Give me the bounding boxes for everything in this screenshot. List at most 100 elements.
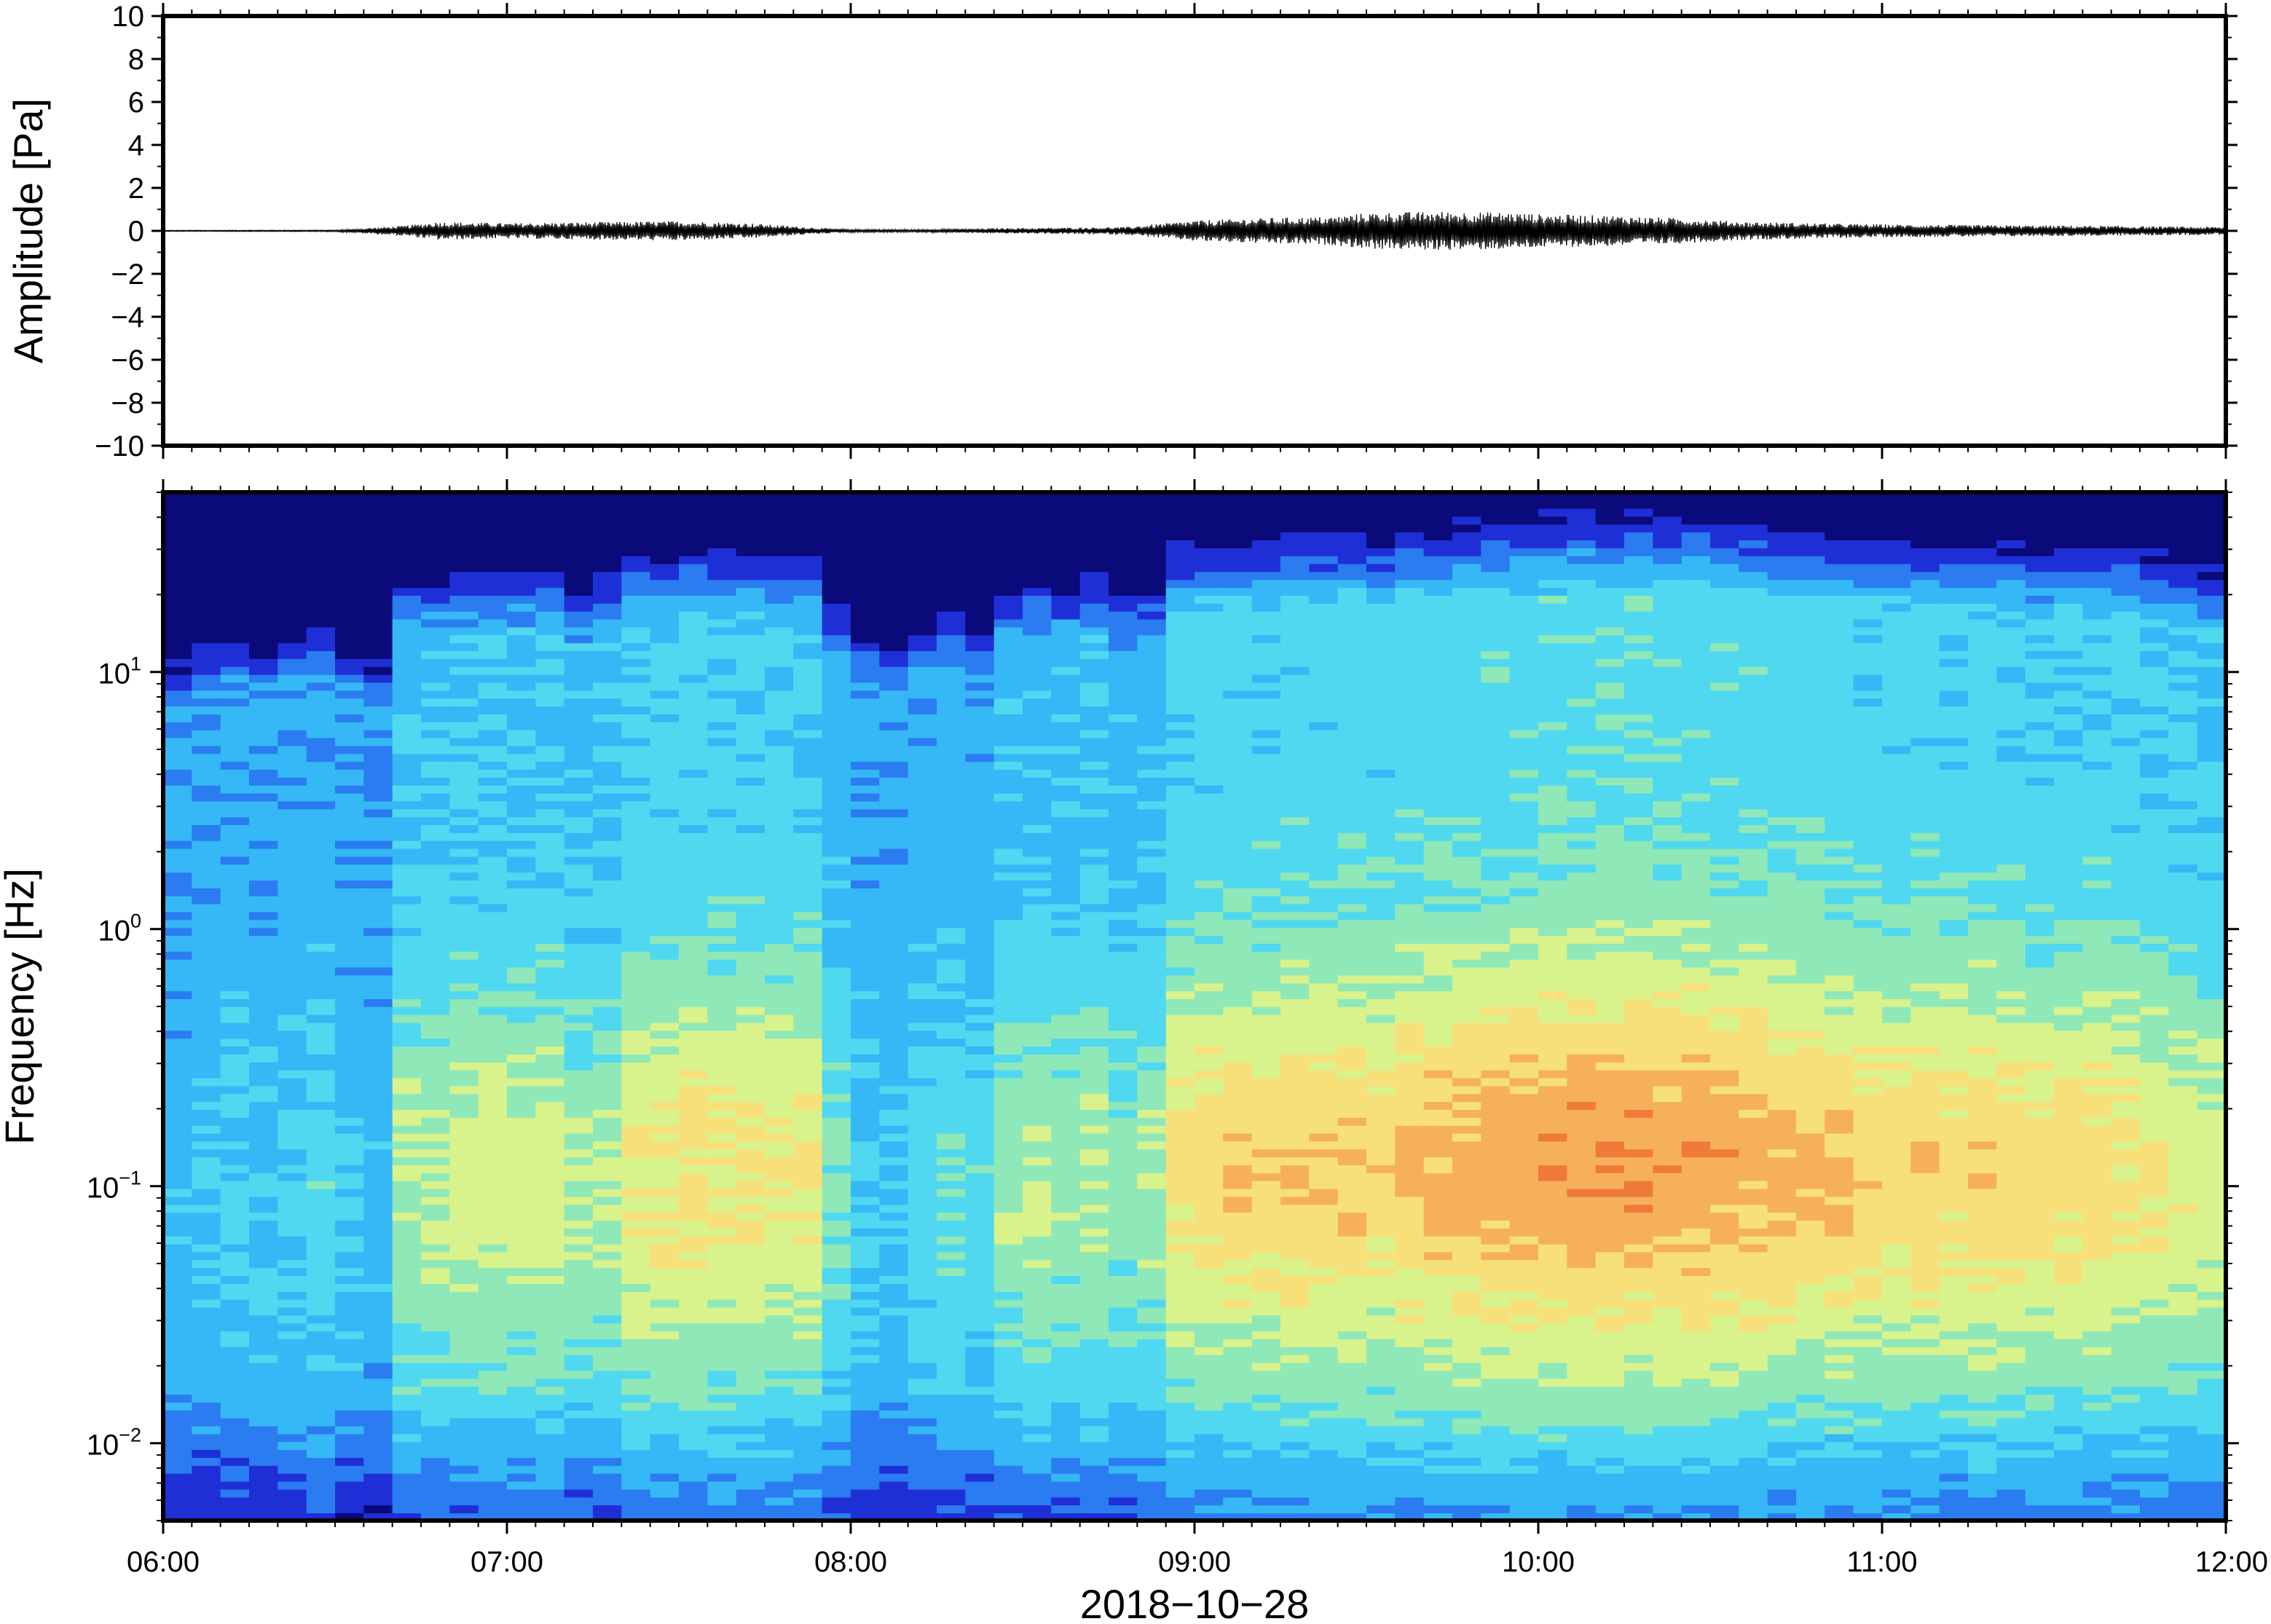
spectrogram-cell <box>278 524 307 533</box>
spectrogram-cell <box>192 966 221 976</box>
spectrogram-cell <box>392 706 422 714</box>
spectrogram-cell <box>306 1172 336 1181</box>
spectrogram-cell <box>363 1054 393 1063</box>
spectrogram-cell <box>507 1473 537 1482</box>
spectrogram-cell <box>1023 927 1052 937</box>
spectrogram-cell <box>478 951 508 960</box>
spectrogram-cell <box>937 1505 967 1513</box>
spectrogram-cell <box>478 753 508 762</box>
spectrogram-cell <box>363 1132 393 1142</box>
spectrogram-cell <box>1079 555 1109 564</box>
spectrogram-cell <box>621 1038 651 1047</box>
spectrogram-cell <box>249 1236 279 1245</box>
spectrogram-cell <box>1079 595 1109 604</box>
spectrogram-cell <box>1079 982 1109 992</box>
spectrogram-cell <box>421 903 451 912</box>
spectrogram-cell <box>965 1164 995 1173</box>
spectrogram-cell <box>736 753 765 762</box>
spectrogram-cell <box>1079 1489 1109 1498</box>
spectrogram-cell <box>507 579 537 588</box>
spectrogram-cell <box>192 1402 221 1411</box>
spectrogram-cell <box>908 737 937 746</box>
spectrogram-cell <box>707 610 737 620</box>
spectrogram-cell <box>993 1370 1023 1379</box>
spectrogram-cell <box>163 1228 193 1237</box>
spectrogram-cell <box>621 548 651 556</box>
spectrogram-cell <box>736 745 765 754</box>
spectrogram-cell <box>1137 1394 1167 1403</box>
spectrogram-cell <box>564 935 594 944</box>
spectrogram-cell <box>1023 1402 1052 1411</box>
spectrogram-cell <box>449 840 479 849</box>
spectrogram-cell <box>1165 571 1195 580</box>
spectrogram-cell <box>278 792 307 802</box>
spectrogram-cell <box>220 706 250 714</box>
spectrogram-cell <box>679 729 709 738</box>
spectrogram-cell <box>593 698 623 707</box>
spectrogram-cell <box>993 966 1023 976</box>
spectrogram-cell <box>765 880 795 888</box>
spectrogram-cell <box>593 840 623 849</box>
spectrogram-cell <box>220 540 250 548</box>
spectrogram-cell <box>1023 729 1052 738</box>
spectrogram-cell <box>1109 626 1138 636</box>
spectrogram-cell <box>679 1394 709 1403</box>
spectrogram-cell <box>363 856 393 865</box>
spectrogram-cell <box>1194 1347 1224 1355</box>
spectrogram-cell <box>621 650 651 659</box>
spectrogram-cell <box>278 1323 307 1332</box>
spectrogram-cell <box>593 824 623 833</box>
spectrogram-cell <box>507 1283 537 1292</box>
spectrogram-cell <box>306 864 336 873</box>
spectrogram-cell <box>879 1473 909 1482</box>
spectrogram-cell <box>535 808 565 818</box>
spectrogram-cell <box>822 1402 851 1411</box>
spectrogram-cell <box>736 784 765 794</box>
spectrogram-cell <box>535 524 565 533</box>
spectrogram-cell <box>249 1156 279 1166</box>
spectrogram-cell <box>621 571 651 580</box>
spectrogram-cell <box>650 500 680 509</box>
spectrogram-cell <box>879 784 909 794</box>
spectrogram-cell <box>306 690 336 699</box>
spectrogram-cell <box>593 1513 623 1521</box>
spectrogram-cell <box>793 777 823 786</box>
spectrogram-cell <box>535 1251 565 1261</box>
spectrogram-cell <box>220 516 250 525</box>
spectrogram-cell <box>1194 1077 1224 1087</box>
spectrogram-cell <box>650 974 680 984</box>
spectrogram-cell <box>249 792 279 802</box>
spectrogram-cell <box>1165 1457 1195 1466</box>
spectrogram-cell <box>937 650 967 659</box>
spectrogram-cell <box>1109 1030 1138 1039</box>
spectrogram-cell <box>965 1124 995 1134</box>
spectrogram-cell <box>707 927 737 937</box>
spectrogram-cell <box>220 642 250 652</box>
spectrogram-cell <box>593 1347 623 1355</box>
spectrogram-cell <box>278 1132 307 1142</box>
spectrogram-cell <box>937 1347 967 1355</box>
spectrogram-cell <box>507 500 537 509</box>
spectrogram-cell <box>593 1124 623 1134</box>
spectrogram-cell <box>650 951 680 960</box>
spectrogram-cell <box>1137 1283 1167 1292</box>
spectrogram-cell <box>163 492 193 501</box>
spectrogram-cell <box>1109 1331 1138 1339</box>
spectrogram-cell <box>278 864 307 873</box>
spectrogram-cell <box>1109 516 1138 525</box>
spectrogram-cell <box>507 840 537 849</box>
spectrogram-cell <box>192 1291 221 1300</box>
spectrogram-cell <box>478 1124 508 1134</box>
spectrogram-cell <box>793 1513 823 1521</box>
spectrogram-cell <box>249 800 279 810</box>
spectrogram-cell <box>163 1085 193 1095</box>
spectrogram-cell <box>908 500 937 509</box>
spectrogram-cell <box>278 610 307 620</box>
spectrogram-cell <box>1109 1283 1138 1292</box>
spectrogram-cell <box>593 603 623 612</box>
spectrogram-cell <box>937 1339 967 1347</box>
spectrogram-cell <box>392 1465 422 1474</box>
spectrogram-cell <box>822 1275 851 1284</box>
spectrogram-cell <box>621 880 651 888</box>
spectrogram-cell <box>993 990 1023 999</box>
